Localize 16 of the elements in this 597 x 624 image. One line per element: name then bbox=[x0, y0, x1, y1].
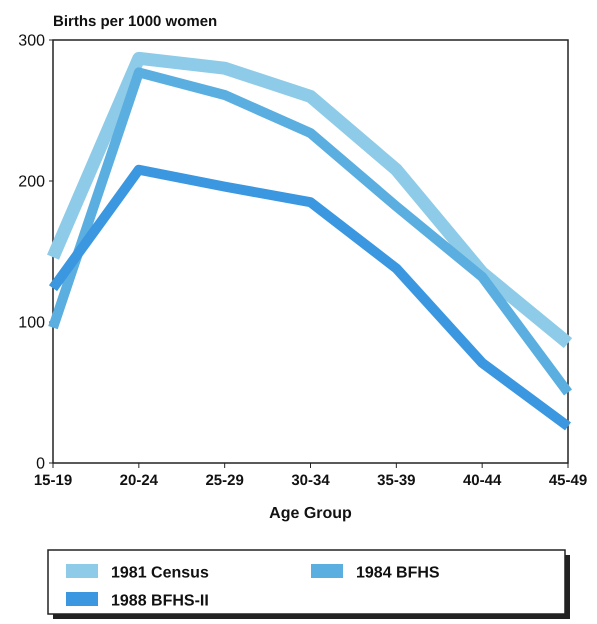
x-tick-label: 20-24 bbox=[120, 472, 159, 489]
x-tick-label: 40-44 bbox=[462, 472, 502, 489]
y-axis-title: Births per 1000 women bbox=[53, 13, 218, 30]
x-tick-label: 25-29 bbox=[205, 472, 244, 489]
y-tick-label: 200 bbox=[18, 174, 46, 191]
legend-label: 1988 BFHS-II bbox=[111, 592, 209, 610]
legend-label: 1981 Census bbox=[111, 564, 209, 582]
y-tick-label: 0 bbox=[36, 456, 46, 473]
x-tick-label: 35-39 bbox=[377, 472, 416, 489]
x-tick-label: 15-19 bbox=[34, 472, 72, 489]
x-tick-label: 45-49 bbox=[548, 472, 588, 489]
x-axis-title: Age Group bbox=[269, 505, 352, 522]
y-tick-label: 300 bbox=[18, 32, 46, 50]
legend-label: 1984 BFHS bbox=[356, 564, 440, 582]
x-tick-label: 30-34 bbox=[291, 472, 330, 489]
y-tick-label: 100 bbox=[18, 314, 46, 332]
